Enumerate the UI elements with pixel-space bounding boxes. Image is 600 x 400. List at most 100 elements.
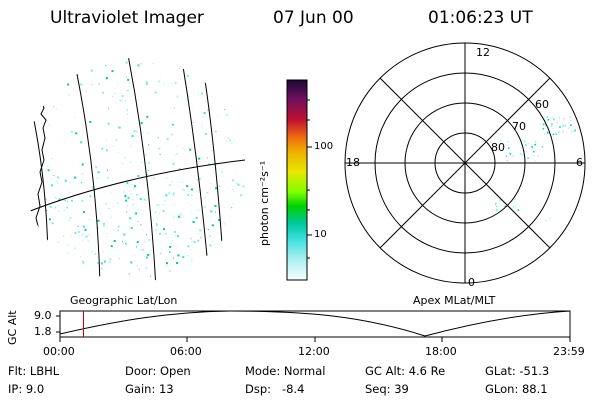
emission-pixel: [186, 74, 189, 77]
emission-pixel: [126, 185, 128, 187]
emission-pixel: [122, 162, 124, 164]
coastline-tip: [23, 249, 31, 281]
emission-pixel: [501, 143, 503, 145]
emission-pixel: [127, 109, 129, 111]
emission-pixel: [132, 199, 134, 201]
emission-pixel: [97, 219, 100, 222]
emission-pixel: [224, 109, 226, 111]
emission-pixel: [232, 203, 234, 205]
emission-pixel: [155, 229, 157, 231]
emission-pixel: [118, 152, 119, 153]
emission-pixel: [214, 164, 216, 166]
emission-pixel: [196, 190, 199, 193]
emission-pixel: [131, 263, 133, 265]
emission-pixel: [173, 204, 175, 206]
emission-pixel: [534, 143, 536, 146]
emission-pixel: [94, 252, 97, 255]
emission-pixel: [157, 137, 159, 139]
emission-pixel: [190, 188, 192, 190]
emission-pixel: [57, 241, 60, 244]
emission-pixel: [108, 108, 109, 110]
emission-pixel: [145, 194, 147, 196]
emission-pixel: [189, 148, 192, 151]
emission-pixel: [74, 253, 76, 255]
emission-pixel: [215, 131, 217, 133]
emission-pixel: [71, 199, 73, 202]
emission-pixel: [164, 274, 166, 276]
emission-pixel: [74, 231, 77, 234]
emission-pixel: [190, 258, 192, 260]
emission-pixel: [173, 216, 176, 219]
emission-pixel: [176, 145, 178, 147]
emission-pixel: [547, 132, 549, 134]
emission-pixel: [525, 144, 527, 146]
colorbar: [286, 79, 312, 281]
emission-pixel: [212, 216, 214, 217]
emission-pixel: [555, 133, 557, 135]
emission-pixel: [550, 125, 553, 127]
emission-pixel: [190, 212, 192, 214]
emission-pixel: [152, 197, 154, 199]
emission-pixel: [145, 154, 147, 156]
emission-pixel: [534, 160, 536, 162]
emission-pixel: [66, 252, 68, 254]
emission-pixel: [522, 154, 525, 156]
emission-pixel: [192, 221, 195, 223]
emission-pixel: [211, 224, 214, 227]
emission-pixel: [119, 99, 122, 102]
emission-pixel: [106, 138, 108, 140]
emission-pixel: [209, 244, 212, 247]
emission-pixel: [69, 182, 71, 184]
emission-pixel: [168, 192, 171, 195]
emission-pixel: [533, 154, 535, 157]
emission-pixel: [509, 153, 512, 155]
timeline-ytick-9: 9.0: [34, 309, 52, 322]
emission-pixel: [176, 153, 178, 155]
emission-pixel: [136, 241, 139, 244]
emission-pixel: [122, 174, 124, 176]
emission-pixel: [105, 78, 108, 81]
emission-pixel: [123, 233, 126, 236]
emission-pixel: [63, 141, 65, 143]
emission-pixel: [191, 195, 193, 197]
emission-pixel: [158, 80, 161, 83]
emission-pixel: [122, 240, 123, 242]
emission-pixel: [151, 143, 153, 145]
emission-pixel: [188, 95, 191, 98]
emission-pixel: [199, 233, 201, 235]
emission-pixel: [229, 139, 231, 142]
emission-pixel: [154, 91, 157, 94]
emission-pixel: [135, 212, 138, 215]
filter-readout: Flt: LBHL: [8, 364, 60, 378]
emission-pixel: [141, 161, 142, 163]
emission-pixel: [65, 120, 67, 122]
emission-pixel: [506, 140, 509, 143]
emission-pixel: [203, 157, 205, 158]
emission-pixel: [193, 241, 196, 243]
emission-pixel: [46, 210, 48, 211]
emission-pixel: [562, 125, 565, 127]
emission-pixel: [111, 95, 113, 97]
emission-pixel: [46, 120, 48, 122]
emission-pixel: [87, 240, 90, 243]
emission-pixel: [215, 187, 217, 190]
emission-pixel: [543, 133, 546, 136]
emission-pixel: [126, 182, 129, 185]
emission-pixel: [107, 177, 110, 180]
emission-pixel: [66, 206, 69, 209]
emission-pixel: [102, 91, 105, 94]
emission-pixel: [178, 215, 180, 218]
gc-alt-readout: GC Alt: 4.6 Re: [365, 364, 446, 378]
emission-pixel: [89, 121, 92, 123]
emission-pixel: [83, 248, 84, 250]
emission-pixel: [54, 196, 56, 198]
geographic-image: [23, 58, 246, 282]
emission-pixel: [131, 184, 134, 186]
emission-pixel: [235, 182, 238, 185]
emission-pixel: [558, 131, 560, 134]
timeline-ytick-1: 1.8: [34, 325, 52, 338]
emission-pixel: [56, 108, 57, 110]
emission-pixel: [204, 132, 207, 135]
emission-pixel: [545, 124, 547, 127]
timeline-xtick-0000: 00:00: [43, 345, 75, 358]
